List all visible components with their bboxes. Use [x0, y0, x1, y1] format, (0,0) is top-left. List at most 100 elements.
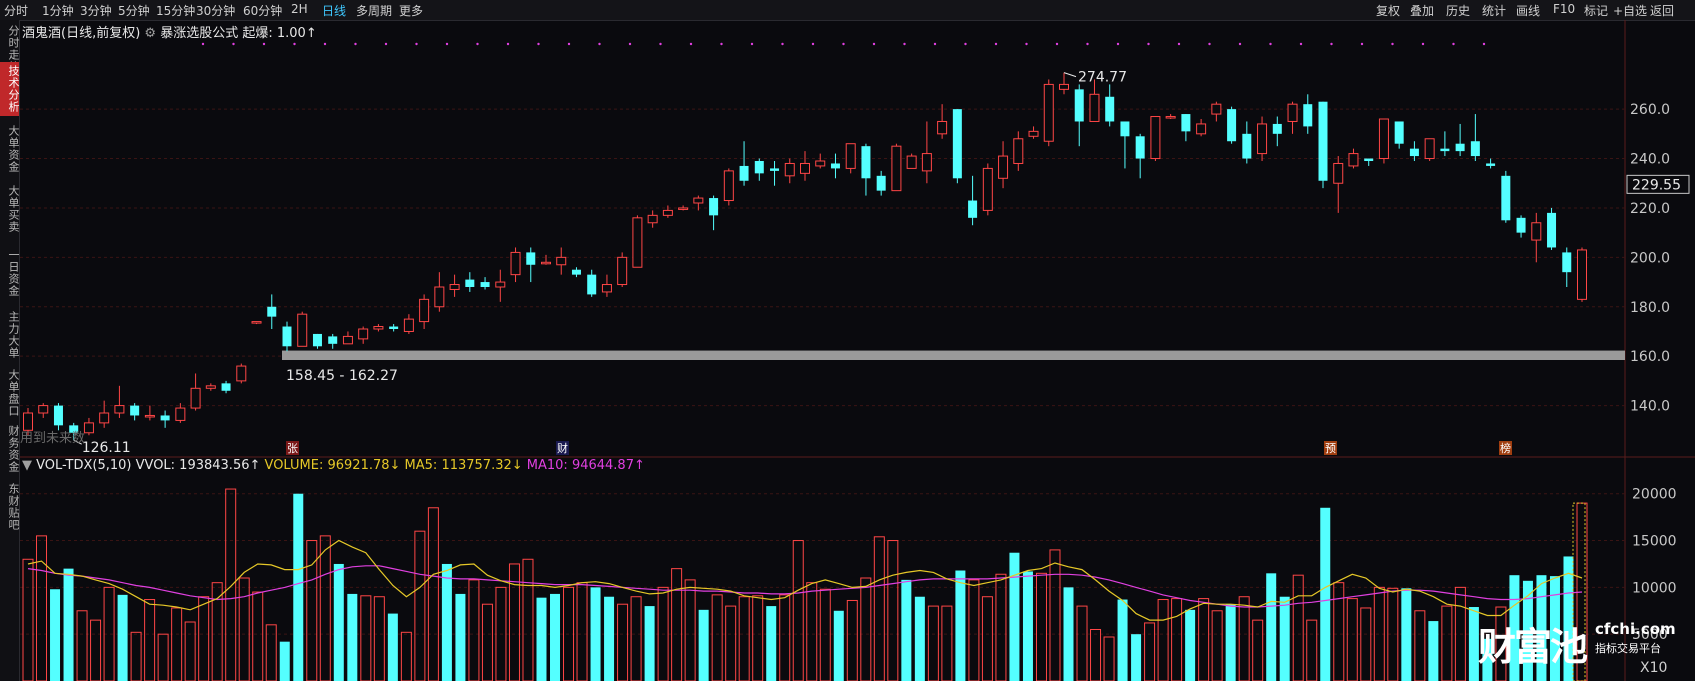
event-marker-bg-0 [286, 441, 299, 455]
signal-dot-32 [1177, 42, 1181, 46]
signal-dot-0 [201, 42, 205, 46]
vol-tick-label-2: 15000 [1632, 534, 1677, 550]
candle-body-26 [419, 298, 430, 323]
candle-body-10 [175, 407, 186, 421]
toolbar-item-6[interactable]: 60分钟 [243, 4, 283, 18]
toolbar-item-3[interactable]: 5分钟 [118, 4, 150, 18]
sidebar-tab-4[interactable]: 一日资金 [7, 249, 20, 297]
candle-10 [175, 403, 186, 423]
vol-bar-64 [887, 540, 899, 681]
sidebar-tab-5[interactable]: 主力大单 [7, 311, 20, 359]
candle-body-60 [937, 120, 948, 135]
toolbar-right-item-2[interactable]: 历史 [1446, 4, 1471, 18]
vol-bar-97 [1333, 582, 1345, 681]
vol-bar-2 [50, 589, 61, 681]
candle-7 [130, 403, 140, 421]
signal-dot-42 [1482, 42, 1486, 46]
vol-bar-62 [860, 577, 872, 681]
toolbar-item-7[interactable]: 2H [291, 2, 308, 16]
candle-55 [861, 143, 871, 196]
candle-body-65 [1013, 138, 1024, 164]
candle-body-76 [1181, 114, 1191, 132]
toolbar-right-item-5[interactable]: F10 [1553, 2, 1576, 16]
sidebar-tab-2[interactable]: 大单资金 [7, 125, 20, 173]
vol-bar-46 [644, 606, 655, 681]
toolbar-item-2[interactable]: 3分钟 [80, 4, 112, 18]
ma5-value: MA5: 113757.32↓ [404, 458, 523, 473]
candle-body-2 [53, 405, 63, 426]
toolbar-right-item-6[interactable]: 标记 [1584, 4, 1609, 18]
sidebar-tab-0[interactable]: 分时走势 [7, 25, 20, 73]
candle-body-33 [526, 252, 536, 265]
toolbar-right-item-0[interactable]: 复权 [1376, 4, 1401, 18]
toolbar-item-1[interactable]: 1分钟 [42, 4, 74, 18]
candle-body-64 [998, 155, 1009, 179]
event-marker-bg-3 [1499, 441, 1512, 455]
toolbar-right-item-3[interactable]: 统计 [1482, 4, 1507, 18]
candle-94 [1455, 123, 1465, 157]
candle-body-99 [1531, 222, 1542, 241]
vol-indicator-name[interactable]: VOL-TDX(5,10) [36, 458, 132, 473]
signal-dot-19 [781, 42, 784, 46]
candle-60 [937, 104, 948, 139]
toolbar-right-item-8[interactable]: 返回 [1650, 4, 1675, 18]
settings-gear-icon[interactable]: ⚙ [144, 26, 157, 41]
candle-87 [1348, 148, 1359, 169]
signal-dot-15 [659, 42, 662, 46]
candle-73 [1135, 133, 1145, 179]
collapse-arrow-icon[interactable]: ▼ [22, 458, 32, 473]
toolbar-item-9[interactable]: 多周期 [356, 4, 393, 18]
toolbar-right-item-1[interactable]: 叠加 [1410, 4, 1435, 18]
sidebar-tab-1[interactable]: 技术分析 [0, 62, 20, 116]
formula-name[interactable]: 暴涨选股公式 [160, 26, 239, 41]
toolbar-right-item-4[interactable]: 画线 [1516, 4, 1541, 18]
vol-bar-26 [373, 596, 385, 681]
sidebar-tab-3[interactable]: 大单买卖 [7, 185, 20, 233]
stock-title[interactable]: 酒鬼酒(日线,前复权) [22, 26, 141, 41]
toolbar-item-0[interactable]: 分时 [4, 4, 29, 18]
candle-95 [1470, 114, 1480, 161]
signal-dot-23 [903, 42, 906, 46]
vol-bar-45 [630, 596, 642, 681]
candle-37 [587, 269, 597, 297]
toolbar-right-item-7[interactable]: +自选 [1613, 4, 1648, 18]
candle-41 [647, 210, 658, 228]
vol-bar-48 [671, 568, 683, 681]
vol-bar-96 [1320, 507, 1331, 681]
signal-dot-25 [964, 42, 967, 46]
candle-4 [83, 417, 94, 436]
candle-85 [1318, 101, 1328, 189]
signal-dot-37 [1330, 42, 1333, 46]
candle-body-4 [83, 422, 94, 434]
toolbar-item-4[interactable]: 15分钟 [156, 4, 196, 18]
vol-bar-47 [657, 586, 669, 681]
candle-body-36 [571, 269, 581, 275]
candle-22 [358, 326, 369, 344]
vol-bar-51 [711, 594, 723, 681]
vol-bar-100 [1373, 586, 1385, 681]
vol-bar-95 [1306, 619, 1318, 681]
signal-dot-9 [476, 42, 479, 46]
toolbar-item-5[interactable]: 30分钟 [196, 4, 236, 18]
signal-dot-10 [506, 42, 510, 46]
candle-26 [419, 294, 430, 329]
toolbar-item-10[interactable]: 更多 [399, 4, 424, 18]
signal-dot-28 [1055, 42, 1059, 46]
candle-body-23 [373, 326, 384, 330]
event-marker-1: 财 [557, 441, 568, 455]
signal-dot-11 [537, 42, 540, 46]
sidebar-tab-8[interactable]: 东财贴吧 [7, 483, 20, 531]
vol-bar-5 [90, 619, 102, 681]
vol-bar-87 [1198, 598, 1210, 681]
candle-17 [282, 321, 292, 352]
candle-97 [1501, 170, 1511, 223]
candle-80 [1242, 121, 1252, 164]
toolbar-item-8[interactable]: 日线 [322, 4, 347, 18]
vol-bar-73 [1009, 552, 1020, 681]
candle-98 [1516, 215, 1526, 238]
candle-body-30 [480, 282, 490, 287]
signal-dot-7 [415, 42, 418, 46]
sidebar-tab-6[interactable]: 大单盘口 [7, 369, 20, 417]
sidebar-tab-7[interactable]: 财务资金 [7, 425, 20, 473]
